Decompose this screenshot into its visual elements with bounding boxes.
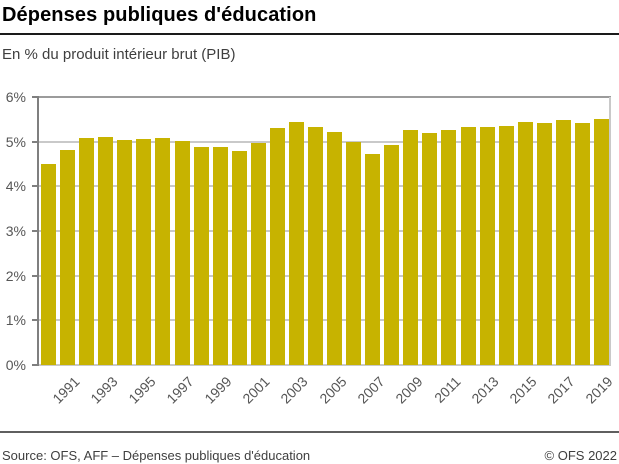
bar-2009	[403, 129, 419, 365]
bar-2011	[441, 130, 457, 365]
gridline-3pct	[39, 230, 611, 232]
bar-1992	[79, 138, 95, 365]
y-axis-label-4pct: 4%	[5, 178, 26, 195]
footer-divider	[0, 431, 619, 433]
y-axis-label-6pct: 6%	[5, 89, 26, 105]
gridline-2pct	[39, 274, 611, 277]
y-axis-label-1pct: 1%	[5, 312, 26, 329]
x-axis-line	[39, 364, 611, 366]
bar-1990	[41, 164, 57, 365]
y-tick-5pct	[32, 140, 38, 143]
bar-1993	[98, 137, 114, 365]
y-tick-1pct	[32, 319, 38, 322]
gridline-5pct	[39, 140, 611, 143]
bar-2014	[498, 125, 514, 365]
bar-1996	[155, 137, 171, 365]
copyright-text: © OFS 2022	[544, 448, 617, 463]
bar-2006	[346, 141, 362, 365]
y-tick-4pct	[32, 185, 38, 188]
plot-right-border	[609, 97, 611, 365]
bar-2001	[250, 143, 266, 365]
bar-2000	[231, 150, 247, 365]
page-title: Dépenses publiques d'éducation	[2, 4, 317, 26]
y-axis-label-5pct: 5%	[5, 133, 26, 150]
bar-2003	[288, 122, 304, 365]
bar-2017	[555, 119, 571, 365]
bar-2013	[479, 126, 495, 365]
y-axis-label-2pct: 2%	[5, 267, 26, 284]
gridline-1pct	[39, 319, 611, 322]
bar-1998	[193, 147, 209, 365]
bar-2010	[422, 132, 438, 365]
bar-2016	[536, 122, 552, 365]
bar-chart-plot-area: 0% 1% 2% 3% 4% 5% 6% 1991 1993 1995 1997 1999 2001 20…	[6, 89, 616, 407]
y-tick-3pct	[32, 230, 38, 232]
bar-2018	[574, 123, 590, 365]
y-axis-label-3pct: 3%	[5, 223, 26, 239]
chart-subtitle: En % du produit intérieur brut (PIB)	[2, 46, 236, 63]
bar-2019	[593, 119, 609, 365]
bar-2015	[517, 121, 533, 365]
y-tick-0pct	[32, 364, 38, 366]
y-axis-line	[37, 96, 39, 366]
bar-2007	[365, 154, 381, 365]
bar-2012	[460, 126, 476, 365]
bar-2005	[327, 131, 343, 365]
y-axis-label-0pct: 0%	[5, 357, 26, 373]
bar-1997	[174, 141, 190, 365]
y-tick-2pct	[32, 274, 38, 277]
y-tick-6pct	[32, 96, 38, 98]
bar-2002	[269, 128, 285, 365]
bar-1999	[212, 147, 228, 365]
plot-top-border	[39, 96, 611, 98]
bar-2008	[384, 144, 400, 365]
gridline-4pct	[39, 185, 611, 188]
title-divider	[0, 33, 619, 35]
bar-1991	[60, 149, 76, 365]
bar-1995	[136, 139, 152, 365]
bar-2004	[307, 127, 323, 365]
bar-1994	[117, 139, 133, 365]
source-text: Source: OFS, AFF – Dépenses publiques d'…	[2, 448, 311, 463]
